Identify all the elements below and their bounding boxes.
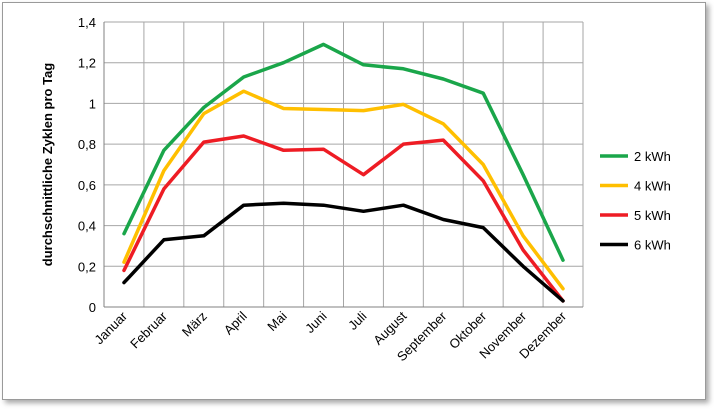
series-line xyxy=(122,42,565,262)
x-tick-label: Februar xyxy=(127,308,170,351)
y-tick-label: 1,4 xyxy=(78,15,96,30)
y-axis-label: durchschnittliche Zyklen pro Tag xyxy=(40,63,55,267)
series-line xyxy=(122,201,565,303)
y-tick-label: 1 xyxy=(89,96,96,111)
x-tick-label: Juli xyxy=(345,308,369,332)
x-tick-label: Mai xyxy=(264,308,289,333)
y-tick-label: 0,6 xyxy=(78,178,96,193)
series-line xyxy=(122,89,565,291)
series-line xyxy=(122,134,565,303)
y-tick-label: 0 xyxy=(89,300,96,315)
x-tick-label: Juni xyxy=(302,308,330,336)
x-tick-label: August xyxy=(370,308,409,347)
y-tick-label: 0,8 xyxy=(78,137,96,152)
y-tick-label: 0,4 xyxy=(78,219,96,234)
y-tick-label: 1,2 xyxy=(78,56,96,71)
legend-label: 6 kWh xyxy=(634,238,671,253)
legend-label: 4 kWh xyxy=(634,179,671,194)
legend-label: 5 kWh xyxy=(634,208,671,223)
y-tick-label: 0,2 xyxy=(78,259,96,274)
legend-label: 2 kWh xyxy=(634,149,671,164)
x-tick-label: Januar xyxy=(91,308,130,347)
x-tick-label: März xyxy=(179,309,210,340)
x-tick-label: April xyxy=(221,308,250,337)
